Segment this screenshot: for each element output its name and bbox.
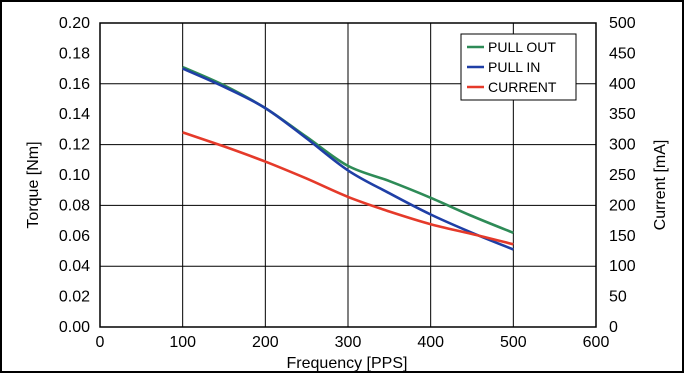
x-axis-ticks: 0 100 200 300 400 500 600 (96, 334, 610, 351)
y-tick-label: 0.20 (59, 15, 90, 32)
x-axis-label: Frequency [PPS] (287, 355, 408, 372)
legend-label-pull-in: PULL IN (488, 59, 540, 75)
y-tick-label: 0.18 (59, 45, 90, 62)
y2-tick-label: 350 (609, 106, 636, 123)
series-line-pull-in (182, 67, 514, 251)
legend: PULL OUT PULL IN CURRENT (460, 33, 577, 101)
series-line-current (182, 131, 514, 246)
y2-tick-label: 400 (609, 76, 636, 93)
plot-area (99, 22, 597, 328)
y2-tick-label: 450 (609, 45, 636, 62)
x-tick-label: 600 (583, 334, 610, 351)
y2-tick-label: 250 (609, 167, 636, 184)
y-tick-label: 0.14 (59, 106, 90, 123)
x-tick-label: 300 (335, 334, 362, 351)
y-axis-label: Torque [Nm] (25, 141, 42, 228)
y2-tick-label: 0 (609, 319, 618, 336)
right-axis-ticks: 0 50 100 150 200 250 300 350 400 450 500 (609, 15, 636, 336)
x-tick-label: 100 (169, 334, 196, 351)
y-tick-label: 0.02 (59, 289, 90, 306)
y2-tick-label: 150 (609, 228, 636, 245)
y-tick-label: 0.08 (59, 197, 90, 214)
x-tick-label: 400 (417, 334, 444, 351)
x-tick-label: 500 (500, 334, 527, 351)
x-tick-label: 200 (252, 334, 279, 351)
left-axis-ticks: 0.00 0.02 0.04 0.06 0.08 0.10 0.12 0.14 0.16 0.18… (59, 15, 90, 336)
y-tick-label: 0.06 (59, 228, 90, 245)
y-tick-label: 0.16 (59, 76, 90, 93)
y2-tick-label: 300 (609, 137, 636, 154)
y-tick-label: 0.04 (59, 258, 90, 275)
x-tick-label: 0 (96, 334, 105, 351)
y2-tick-label: 50 (609, 289, 627, 306)
legend-label-pull-out: PULL OUT (488, 39, 556, 55)
y2-tick-label: 500 (609, 15, 636, 32)
y2-axis-label: Current [mA] (652, 140, 669, 231)
y-tick-label: 0.00 (59, 319, 90, 336)
y2-tick-label: 100 (609, 258, 636, 275)
y-tick-label: 0.12 (59, 137, 90, 154)
y2-tick-label: 200 (609, 197, 636, 214)
y-tick-label: 0.10 (59, 167, 90, 184)
legend-label-current: CURRENT (488, 79, 557, 95)
series-lines (182, 65, 514, 251)
